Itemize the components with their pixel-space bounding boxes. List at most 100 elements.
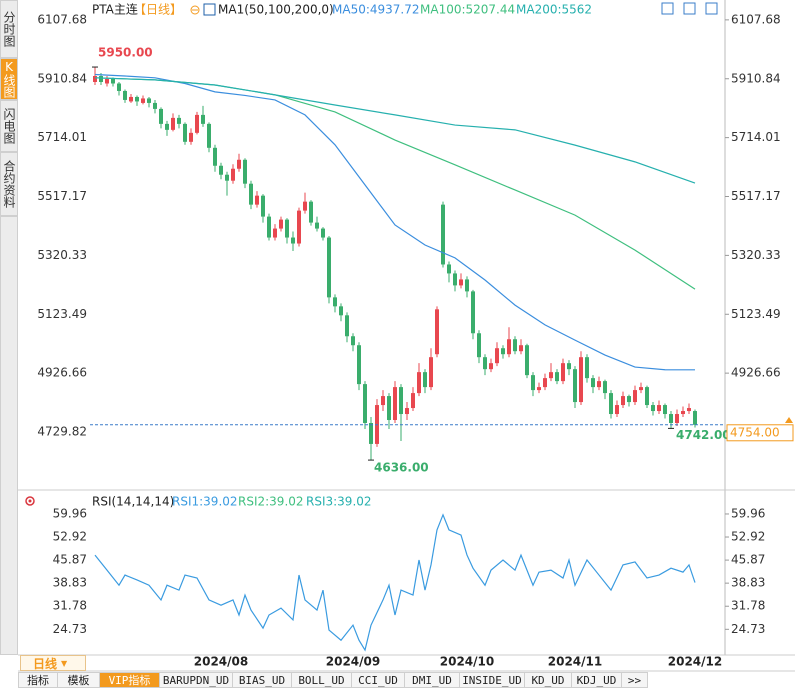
rsi-icon[interactable] [25,496,35,506]
candle-body [261,195,265,217]
candle-body [351,336,355,346]
candle-body [357,345,361,385]
y-tick-label-right: 6107.68 [731,12,781,26]
candle-body [393,387,397,421]
candle-body [549,372,553,379]
tool-icon[interactable] [683,2,696,15]
legend-entry: MA200:5562 [516,3,592,17]
candle-body [483,357,487,370]
tab[interactable]: BOLL_UD [292,672,352,688]
candle-body [585,357,589,379]
y-tick-label: 59.96 [53,506,87,520]
candle-body [321,228,325,238]
candle-body [237,159,241,169]
y-tick-label-right: 5517.17 [731,189,781,203]
sidebar-tab[interactable]: 分时图 [0,0,18,58]
candle-body [285,219,289,238]
candle-body [417,372,421,394]
candle-body [159,108,163,124]
x-tick-label: 2024/08 [194,655,248,669]
tab[interactable]: INSIDE_UD [460,672,525,688]
candle-body [345,315,349,337]
candle-body [693,411,697,425]
y-tick-label: 5714.01 [37,130,87,144]
tab[interactable]: VIP指标 [100,672,160,688]
y-tick-label: 31.78 [53,599,87,613]
candle-body [615,405,619,415]
candle-body [177,117,181,124]
indicator-tabs: 指标 模板 VIP指标 BARUPDN_UD BIAS_UD BOLL_UD C… [18,672,648,688]
candle-body [489,363,493,370]
candle-body [273,228,277,238]
candle-body [453,273,457,286]
tab[interactable]: DMI_UD [405,672,460,688]
y-tick-label: 5320.33 [37,248,87,262]
legend-entry: MA100:5207.44 [420,3,515,17]
candle-body [93,76,97,82]
candle-body [411,393,415,409]
x-tick-label: 2024/09 [326,655,380,669]
line-series [94,77,696,290]
sidebar-tab[interactable]: K线图 [0,58,18,100]
last-price-box [726,424,794,442]
candle-body [597,381,601,388]
candle-body [441,204,445,265]
period-button[interactable]: 日线 ▼ [20,655,86,671]
tab[interactable]: BARUPDN_UD [160,672,233,688]
tab[interactable]: KDJ_UD [572,672,622,688]
candle-body [429,357,433,388]
candle-body [675,414,679,423]
candle-body [135,96,139,102]
candle-body [555,372,559,382]
rsi-icon-dot [28,499,32,503]
candle-body [333,297,337,307]
candle-body [399,387,403,415]
candle-body [651,405,655,412]
y-tick-label: 24.73 [53,622,87,636]
candle-body [621,396,625,406]
legend-entry: RSI3:39.02 [306,495,372,509]
tab[interactable]: >> [622,672,648,688]
candle-body [657,405,661,412]
candle-body [279,219,283,229]
candle-body [639,387,643,391]
candle-body [249,183,253,205]
candle-body [195,114,199,133]
tool-icon[interactable] [705,2,718,15]
sidebar-tab[interactable]: 闪电图 [0,100,18,152]
candle-body [627,396,631,403]
tab[interactable]: 指标 [18,672,58,688]
tab[interactable]: 模板 [58,672,100,688]
candle-body [153,102,157,109]
tool-icon[interactable] [661,2,674,15]
legend-entry: RSI2:39.02 [238,495,304,509]
candle-body [291,237,295,244]
y-tick-label-right: 24.73 [731,622,765,636]
candle-body [129,96,133,102]
tab[interactable]: BIAS_UD [233,672,292,688]
candle-body [303,201,307,211]
candle-body [495,348,499,364]
tab[interactable]: KD_UD [525,672,572,688]
y-tick-label-right: 5320.33 [731,248,781,262]
y-tick-label-right: 5714.01 [731,130,781,144]
period-button-label: 日线 [33,656,58,671]
candle-body [111,79,115,84]
candle-body [477,333,481,358]
tab[interactable]: CCI_UD [352,672,405,688]
y-tick-label: 4926.66 [37,366,87,380]
candle-body [105,79,109,84]
candle-body [147,98,151,103]
sidebar-tab[interactable]: 合约资料 [0,152,18,216]
candle-body [225,174,229,181]
candle-body [231,168,235,181]
candle-body [243,159,247,184]
chart-title: PTA主连 [92,2,138,17]
period-icon[interactable] [190,5,200,15]
candle-body [207,123,211,148]
candle-body [381,396,385,406]
indicator-icon[interactable] [203,3,216,16]
legend-entry: MA50:4937.72 [332,3,420,17]
low-label: 4636.00 [374,461,429,475]
